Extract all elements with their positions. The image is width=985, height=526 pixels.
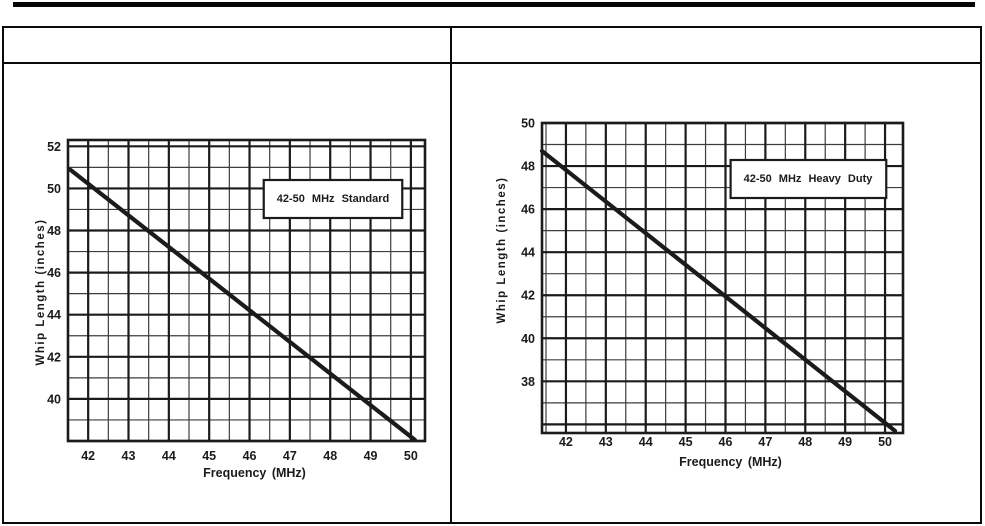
table-header-left-cell [4,28,452,62]
table-header-row [4,28,980,64]
table-header-right-cell [452,28,980,62]
figure-table [2,26,982,524]
heavy-duty-chart-cell [452,64,980,522]
standard-chart-cell [4,64,452,522]
top-horizontal-rule [13,2,975,7]
table-body-row [4,64,980,522]
